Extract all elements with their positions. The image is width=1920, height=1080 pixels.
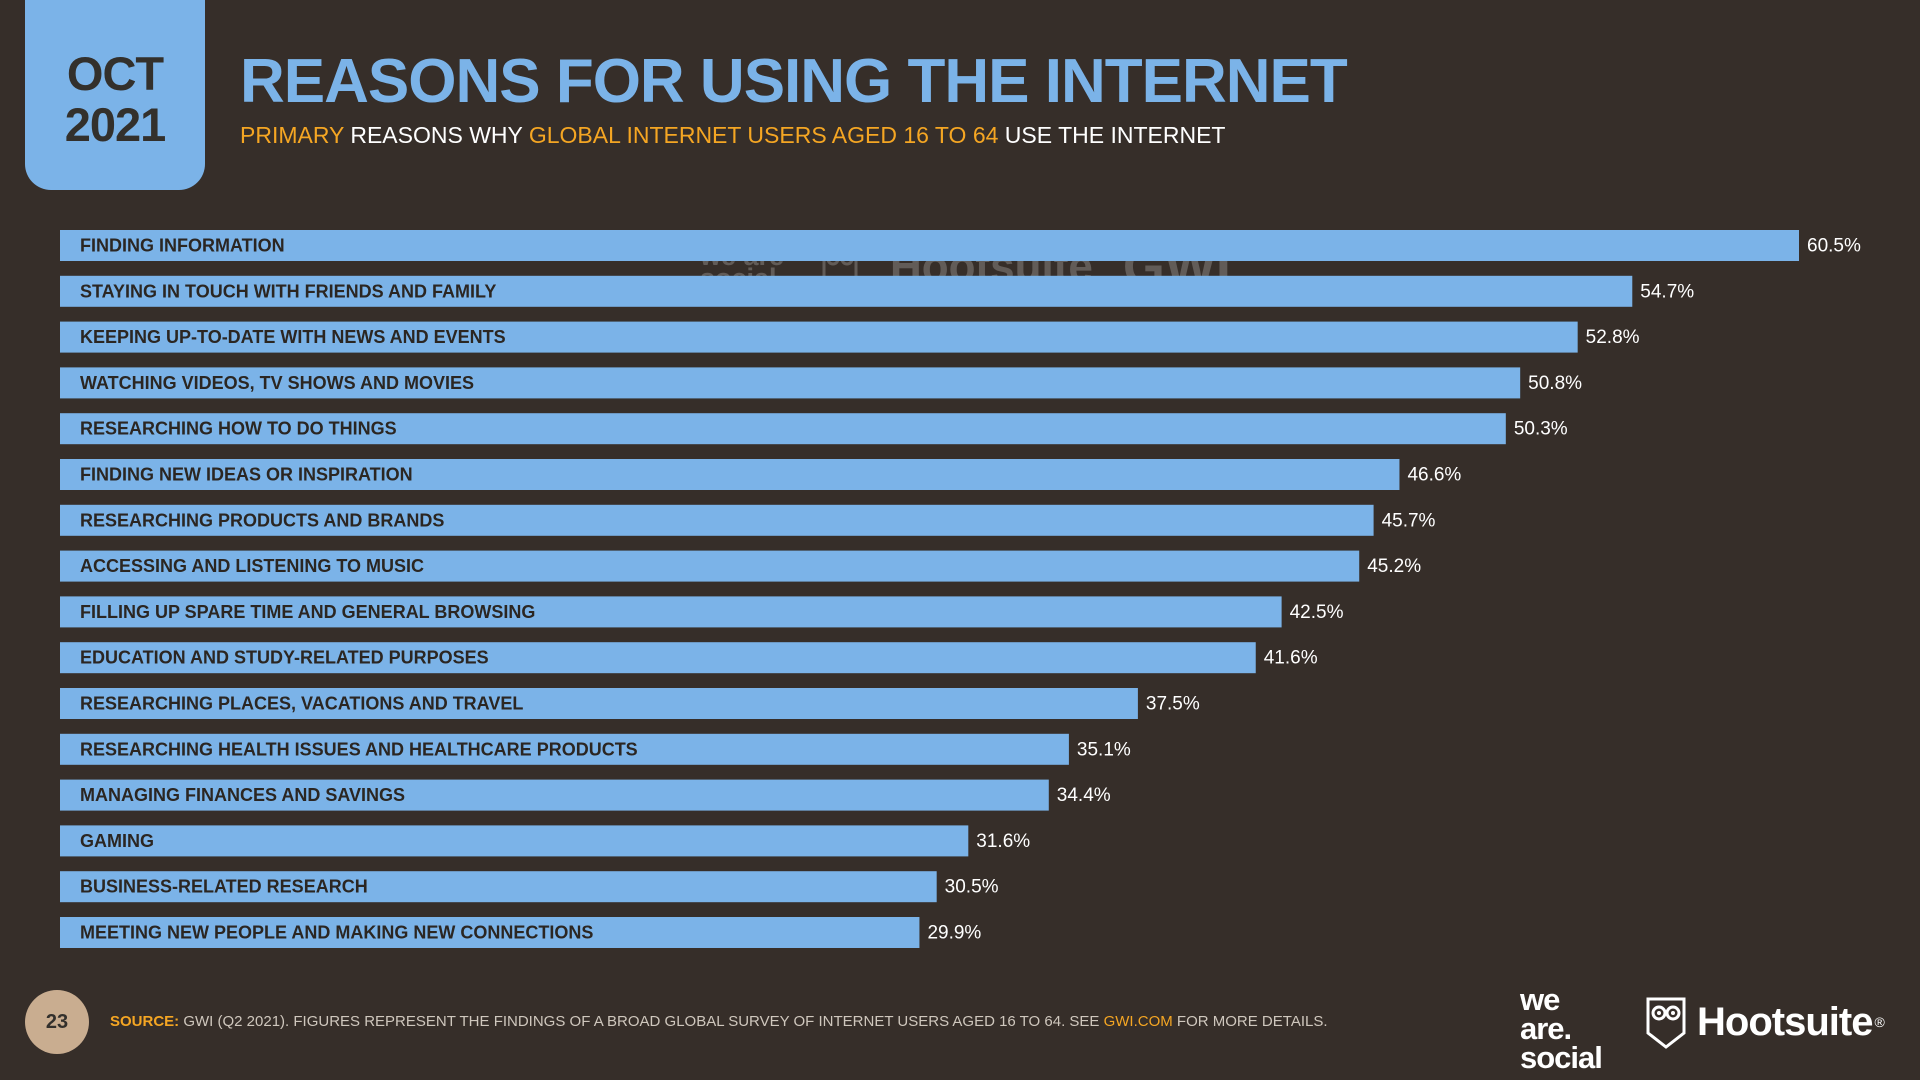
bar xyxy=(60,779,1049,811)
owl-icon xyxy=(1646,997,1686,1049)
logo-was-line-1: we xyxy=(1520,982,1560,1017)
bar-category-label: MANAGING FINANCES AND SAVINGS xyxy=(80,785,405,805)
source-link[interactable]: GWI.COM xyxy=(1103,1013,1173,1030)
bar xyxy=(60,459,1400,490)
bar xyxy=(60,504,1374,536)
bar-chart: FINDING INFORMATION 60.5% STAYING IN TOUCH… xyxy=(60,230,1861,948)
bar xyxy=(60,733,1069,765)
bar xyxy=(60,871,937,903)
bar-value-label: 35.1% xyxy=(1077,739,1131,760)
bar-value-label: 45.2% xyxy=(1367,556,1421,577)
bar xyxy=(60,367,1521,399)
bar xyxy=(60,230,1799,261)
bar-category-label: ACCESSING AND LISTENING TO MUSIC xyxy=(80,556,424,576)
bar xyxy=(60,825,969,857)
bar-value-label: 41.6% xyxy=(1264,648,1318,669)
bar-value-label: 60.5% xyxy=(1807,236,1861,257)
bar-value-label: 31.6% xyxy=(976,831,1030,852)
page-title: REASONS FOR USING THE INTERNET xyxy=(240,47,1348,116)
logo-was-line-2: are. xyxy=(1520,1011,1572,1046)
bar-value-label: 50.3% xyxy=(1514,419,1568,440)
bar xyxy=(60,275,1633,307)
subtitle-reasons: REASONS WHY xyxy=(343,122,529,148)
bar xyxy=(60,917,920,948)
bar-category-label: MEETING NEW PEOPLE AND MAKING NEW CONNEC… xyxy=(80,923,593,943)
bar-category-label: EDUCATION AND STUDY-RELATED PURPOSES xyxy=(80,648,489,668)
bar-category-label: GAMING xyxy=(80,831,154,851)
bar xyxy=(60,550,1360,582)
bar xyxy=(60,642,1256,674)
bar xyxy=(60,321,1578,353)
bar-value-label: 54.7% xyxy=(1640,281,1694,302)
page-number: 23 xyxy=(45,1010,69,1033)
bar-value-label: 50.8% xyxy=(1528,373,1582,394)
source-tail: FOR MORE DETAILS. xyxy=(1172,1013,1328,1030)
page-subtitle: PRIMARY REASONS WHY GLOBAL INTERNET USER… xyxy=(240,122,1225,149)
bar-value-label: 45.7% xyxy=(1382,510,1436,531)
bar-category-label: RESEARCHING PLACES, VACATIONS AND TRAVEL xyxy=(80,694,523,714)
bar-value-label: 37.5% xyxy=(1146,694,1200,715)
source-label: SOURCE: xyxy=(110,1013,180,1030)
bar-category-label: RESEARCHING HEALTH ISSUES AND HEALTHCARE… xyxy=(80,739,638,759)
bar-category-label: RESEARCHING HOW TO DO THINGS xyxy=(80,419,397,439)
page-number-badge: 23 xyxy=(25,990,89,1054)
bar-value-label: 34.4% xyxy=(1057,785,1111,806)
subtitle-primary: PRIMARY xyxy=(240,122,344,148)
bar xyxy=(60,688,1138,719)
bar xyxy=(60,413,1506,445)
bar-value-label: 42.5% xyxy=(1290,602,1344,623)
hootsuite-logo: Hootsuite ® xyxy=(1645,995,1885,1049)
bar-value-label: 52.8% xyxy=(1586,327,1640,348)
logo-was-line-3: social xyxy=(1520,1040,1603,1075)
bar-category-label: STAYING IN TOUCH WITH FRIENDS AND FAMILY xyxy=(80,281,496,301)
source-note: SOURCE: GWI (Q2 2021). FIGURES REPRESENT… xyxy=(110,1013,1328,1030)
date-tab: OCT 2021 xyxy=(25,0,205,190)
bar-category-label: FINDING INFORMATION xyxy=(80,236,285,256)
source-text: GWI (Q2 2021). FIGURES REPRESENT THE FIN… xyxy=(179,1013,1104,1030)
subtitle-tail: USE THE INTERNET xyxy=(998,122,1226,148)
bar-value-label: 30.5% xyxy=(945,877,999,898)
bar-category-label: FINDING NEW IDEAS OR INSPIRATION xyxy=(80,465,413,485)
subtitle-audience: GLOBAL INTERNET USERS AGED 16 TO 64 xyxy=(528,122,999,148)
we-are-social-logo: we are. social xyxy=(1520,982,1603,1075)
bar-value-label: 46.6% xyxy=(1407,465,1461,486)
bar-category-label: BUSINESS-RELATED RESEARCH xyxy=(80,877,368,897)
hootsuite-registered-mark: ® xyxy=(1874,1014,1885,1030)
bar-category-label: WATCHING VIDEOS, TV SHOWS AND MOVIES xyxy=(80,373,474,393)
hootsuite-wordmark: Hootsuite xyxy=(1697,999,1873,1044)
date-month: OCT xyxy=(66,47,164,100)
bar-value-label: 29.9% xyxy=(927,923,981,944)
bar-category-label: RESEARCHING PRODUCTS AND BRANDS xyxy=(80,510,444,530)
bar-category-label: FILLING UP SPARE TIME AND GENERAL BROWSI… xyxy=(80,602,535,622)
bar xyxy=(60,596,1282,628)
bar-category-label: KEEPING UP-TO-DATE WITH NEWS AND EVENTS xyxy=(80,327,506,347)
date-year: 2021 xyxy=(64,98,167,151)
